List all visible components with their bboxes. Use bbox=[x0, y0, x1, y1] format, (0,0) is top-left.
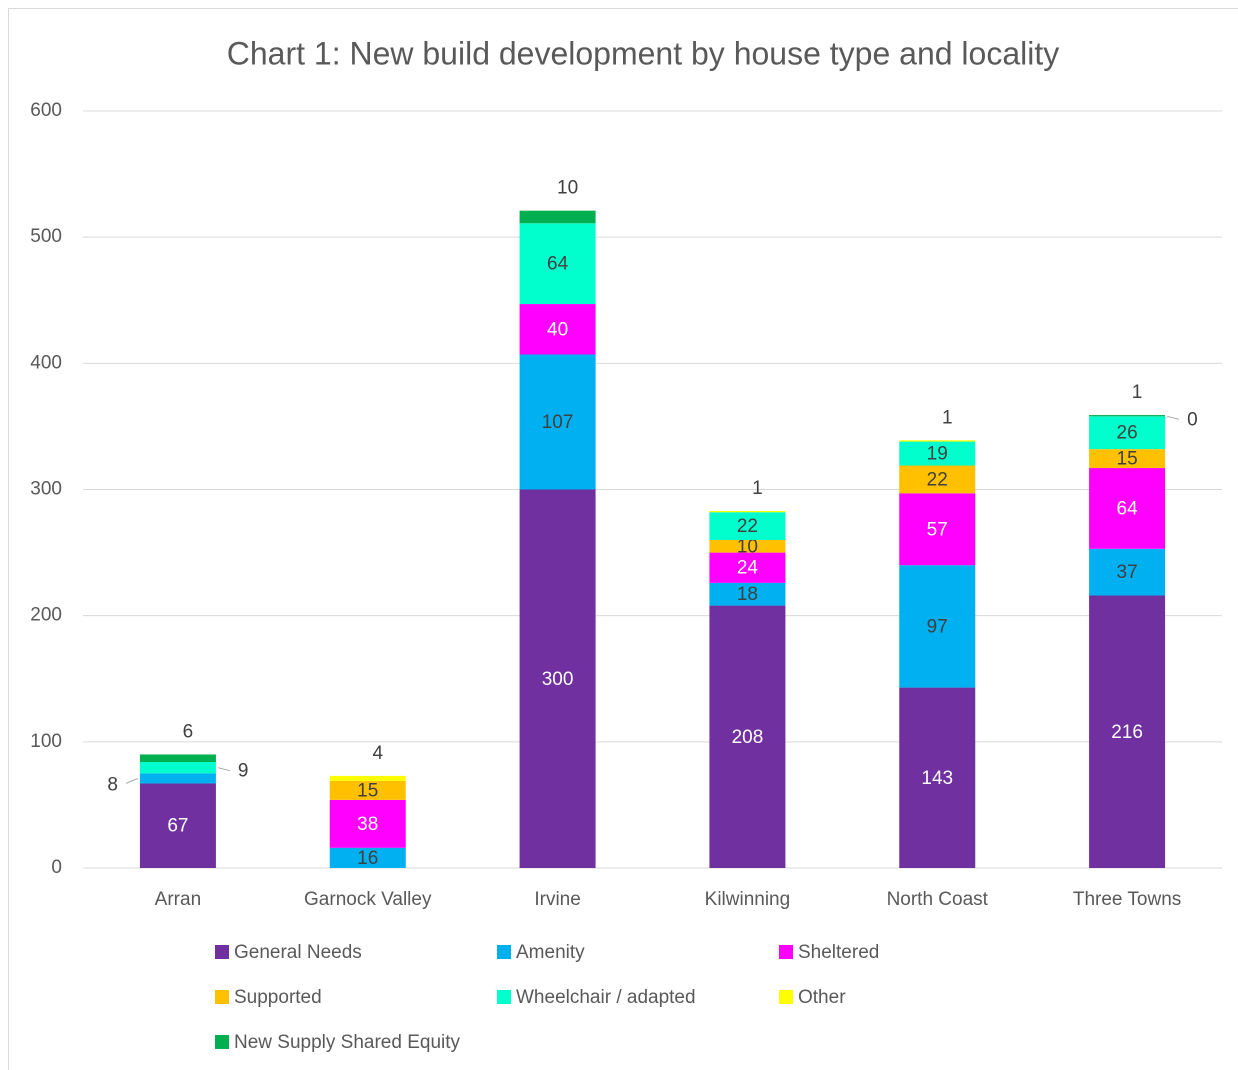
x-tick-label: North Coast bbox=[887, 889, 989, 910]
legend-swatch bbox=[497, 945, 511, 959]
bar-segment bbox=[709, 552, 786, 583]
legend-label: Supported bbox=[234, 987, 322, 1008]
bar-segment bbox=[139, 783, 216, 868]
x-tick-label: Kilwinning bbox=[705, 889, 791, 910]
bar-segment bbox=[1089, 416, 1166, 450]
legend-label: General Needs bbox=[234, 942, 362, 963]
legend-swatch bbox=[215, 990, 229, 1004]
bar-segment bbox=[899, 441, 976, 466]
data-label: 8 bbox=[107, 774, 118, 795]
bar-segment bbox=[1089, 548, 1166, 596]
x-tick-label: Irvine bbox=[534, 889, 580, 910]
y-tick-label: 400 bbox=[30, 352, 62, 373]
data-label: 37 bbox=[1117, 562, 1138, 583]
data-label: 38 bbox=[357, 814, 378, 835]
legend-label: Amenity bbox=[516, 942, 585, 963]
data-label: 67 bbox=[167, 816, 188, 837]
y-tick-label: 500 bbox=[30, 226, 62, 247]
bar-segment bbox=[899, 493, 976, 566]
x-tick-label: Arran bbox=[155, 889, 201, 910]
legend-label: New Supply Shared Equity bbox=[234, 1032, 461, 1053]
bar-segment bbox=[899, 465, 976, 494]
data-label: 107 bbox=[542, 412, 574, 433]
data-label: 143 bbox=[921, 768, 953, 789]
data-label: 1 bbox=[752, 478, 763, 499]
data-label: 57 bbox=[927, 519, 948, 540]
leader-line bbox=[125, 777, 139, 784]
data-label: 26 bbox=[1117, 423, 1138, 444]
bar-segment bbox=[1089, 595, 1166, 868]
bar-segment bbox=[519, 304, 596, 355]
chart-title: Chart 1: New build development by house … bbox=[227, 35, 1059, 71]
data-label: 22 bbox=[737, 516, 758, 537]
data-label: 1 bbox=[1132, 382, 1143, 403]
data-label: 15 bbox=[1117, 449, 1138, 470]
y-tick-label: 600 bbox=[30, 100, 62, 121]
legend-swatch bbox=[215, 1035, 229, 1049]
bar-segment bbox=[329, 799, 406, 848]
data-label: 6 bbox=[183, 721, 194, 742]
data-label: 64 bbox=[1117, 498, 1139, 519]
bar-segment bbox=[709, 539, 786, 553]
bar-segment bbox=[709, 605, 786, 868]
legend-swatch bbox=[779, 945, 793, 959]
bar-segment bbox=[899, 687, 976, 868]
legend-swatch bbox=[215, 945, 229, 959]
data-label: 9 bbox=[238, 761, 249, 782]
data-label: 15 bbox=[357, 780, 378, 801]
leader-line bbox=[217, 767, 231, 772]
bar-segment bbox=[329, 780, 406, 800]
y-tick-label: 100 bbox=[30, 731, 62, 752]
data-label: 97 bbox=[927, 616, 948, 637]
data-label: 10 bbox=[557, 178, 578, 199]
bar-segment bbox=[519, 223, 596, 305]
data-label: 300 bbox=[542, 669, 574, 690]
data-label: 216 bbox=[1111, 722, 1143, 743]
bar-segment bbox=[329, 847, 406, 868]
bar-segment bbox=[899, 440, 976, 442]
legend-swatch bbox=[497, 990, 511, 1004]
data-label: 0 bbox=[1187, 409, 1198, 430]
chart-border bbox=[8, 8, 1238, 1070]
leader-line bbox=[1166, 415, 1180, 420]
data-label: 1 bbox=[942, 407, 953, 428]
y-tick-label: 0 bbox=[51, 857, 62, 878]
data-label: 208 bbox=[732, 727, 764, 748]
bar-segment bbox=[899, 565, 976, 688]
legend-label: Sheltered bbox=[798, 942, 879, 963]
bar-segment bbox=[139, 754, 216, 763]
data-label: 40 bbox=[547, 319, 568, 340]
bar-segment bbox=[519, 354, 596, 490]
bar-segment bbox=[709, 512, 786, 540]
data-label: 10 bbox=[737, 536, 758, 557]
bar-segment bbox=[139, 773, 216, 784]
y-tick-label: 300 bbox=[30, 479, 62, 500]
bar-segment bbox=[329, 775, 406, 781]
bar-segment bbox=[709, 582, 786, 606]
data-label: 22 bbox=[927, 469, 948, 490]
x-tick-label: Garnock Valley bbox=[304, 889, 432, 910]
bar-segment bbox=[519, 489, 596, 868]
bar-segment bbox=[139, 762, 216, 774]
bar-segment bbox=[1089, 415, 1166, 417]
data-label: 19 bbox=[927, 444, 948, 465]
data-label: 16 bbox=[357, 848, 378, 869]
data-label: 24 bbox=[737, 558, 759, 579]
legend-label: Wheelchair / adapted bbox=[516, 987, 696, 1008]
x-tick-label: Three Towns bbox=[1073, 889, 1181, 910]
bar-segment bbox=[709, 510, 786, 513]
data-label: 18 bbox=[737, 584, 758, 605]
data-label: 4 bbox=[372, 743, 383, 764]
bar-segment bbox=[519, 210, 596, 224]
legend-swatch bbox=[779, 990, 793, 1004]
y-tick-label: 200 bbox=[30, 605, 62, 626]
bar-segment bbox=[1089, 449, 1166, 469]
data-label: 64 bbox=[547, 254, 569, 275]
bar-segment bbox=[1089, 468, 1166, 549]
legend-label: Other bbox=[798, 987, 846, 1008]
